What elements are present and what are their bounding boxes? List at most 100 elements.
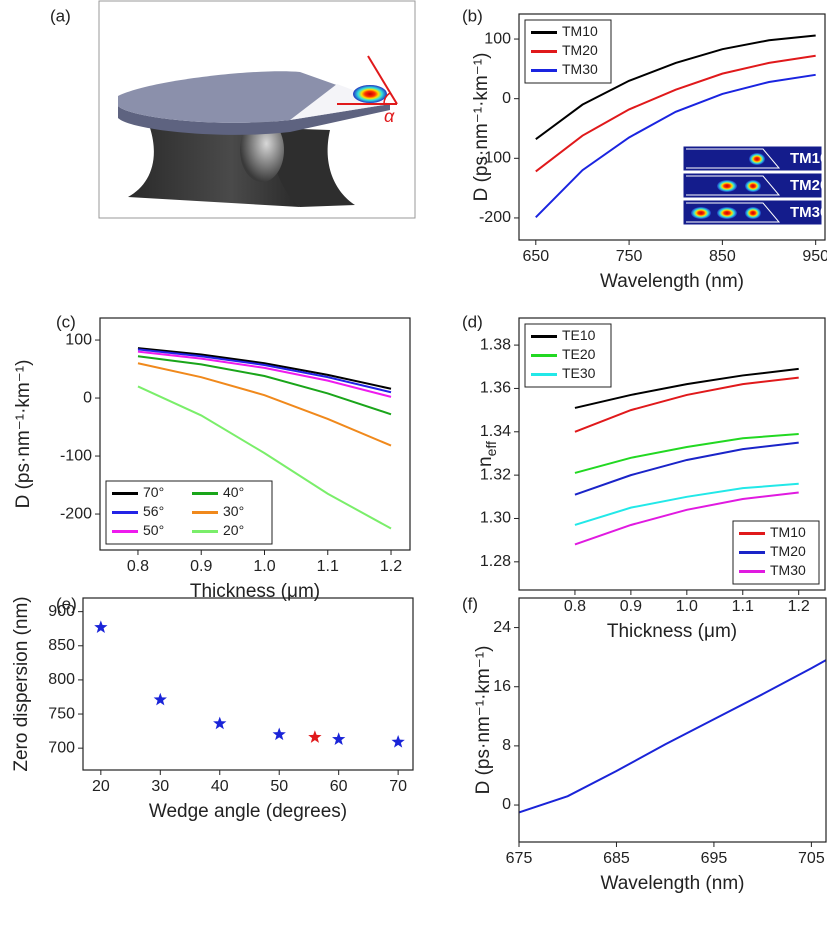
y-tick-label: 1.34 — [480, 423, 511, 440]
y-axis-label-text: D (ps·nm⁻¹·km⁻¹) — [471, 53, 492, 202]
legend-label: 50° — [143, 522, 164, 538]
line — [574, 367, 799, 409]
panel-label: (a) — [50, 6, 71, 25]
y-axis-label-subscript: eff — [483, 441, 499, 456]
point — [332, 732, 346, 745]
y-tick-label: 1.36 — [480, 380, 511, 397]
legend-label: 56° — [143, 503, 164, 519]
inset-label: TM20 — [790, 177, 827, 194]
legend-label: TE20 — [562, 346, 596, 362]
y-tick-label: -100 — [60, 447, 92, 464]
inset-label: TM10 — [790, 150, 827, 167]
plot-frame — [518, 317, 826, 591]
legend-label: TM10 — [770, 524, 806, 540]
inset-mode — [717, 207, 737, 219]
y-tick-label: -200 — [479, 209, 511, 226]
legend-label: 70° — [143, 484, 164, 500]
panel-label: (d) — [462, 312, 483, 331]
plot-area — [519, 659, 826, 814]
line — [574, 491, 799, 546]
plot-frame — [82, 597, 414, 771]
y-axis-label-text: Zero dispersion (nm) — [11, 596, 32, 771]
line — [574, 482, 799, 526]
y-tick-label: 1.38 — [480, 336, 511, 353]
angle-label: α — [384, 106, 395, 126]
x-tick-label: 0.9 — [190, 558, 212, 575]
plot-area — [137, 347, 392, 530]
disk-cross-section — [290, 84, 390, 120]
y-tick-label: 850 — [48, 637, 75, 654]
y-axis-label: Zero dispersion (nm) — [11, 596, 32, 771]
panel-label: (b) — [462, 6, 483, 25]
y-axis-label-text: D (ps·nm⁻¹·km⁻¹) — [473, 646, 494, 795]
x-tick-label: 675 — [506, 850, 533, 867]
inset-mode — [717, 180, 737, 192]
inset-waveguide — [686, 202, 781, 223]
angle-edge — [367, 55, 398, 105]
line — [137, 385, 392, 530]
line — [137, 350, 392, 398]
x-tick-label: 695 — [701, 850, 728, 867]
y-tick-label: -100 — [479, 150, 511, 167]
inset-mode — [745, 180, 761, 192]
legend-label: TM10 — [562, 23, 598, 39]
y-tick-label: 100 — [484, 30, 511, 47]
inset-waveguide — [686, 148, 781, 169]
x-axis-label: Thickness (μm) — [607, 621, 737, 642]
x-tick-label: 50 — [270, 778, 288, 795]
x-tick-label: 850 — [709, 248, 736, 265]
line — [574, 376, 799, 433]
y-tick-label: 800 — [48, 671, 75, 688]
panel-label: (c) — [56, 312, 76, 331]
x-axis-label: Wedge angle (degrees) — [149, 801, 347, 822]
x-tick-label: 40 — [211, 778, 229, 795]
x-tick-label: 60 — [330, 778, 348, 795]
point — [308, 730, 322, 743]
y-tick-label: 1.32 — [480, 466, 511, 483]
x-axis-label: Thickness (μm) — [190, 581, 320, 602]
panel-label: (f) — [462, 594, 478, 613]
line — [137, 362, 392, 447]
inset-mode — [691, 207, 711, 219]
legend-label: TE30 — [562, 365, 596, 381]
point — [391, 735, 405, 748]
x-tick-label: 1.1 — [732, 598, 754, 615]
legend-label: TM30 — [770, 562, 806, 578]
legend-label: 40° — [223, 484, 244, 500]
y-tick-label: 16 — [493, 678, 511, 695]
y-tick-label: 700 — [48, 739, 75, 756]
x-tick-label: 705 — [798, 850, 825, 867]
x-axis-label: Wavelength (nm) — [601, 873, 745, 894]
point — [213, 716, 227, 730]
x-axis-label: Wavelength (nm) — [600, 271, 744, 292]
y-tick-label: 100 — [65, 331, 92, 348]
x-tick-label: 0.8 — [564, 598, 586, 615]
plot-area — [574, 367, 799, 546]
illustration: (a) α — [50, 0, 416, 219]
x-tick-label: 1.2 — [788, 598, 810, 615]
inset-mode — [749, 153, 765, 165]
plot-frame — [99, 317, 411, 551]
x-tick-label: 70 — [389, 778, 407, 795]
plot-frame — [518, 13, 826, 241]
y-tick-label: -200 — [60, 505, 92, 522]
disk-edge — [118, 104, 390, 135]
x-tick-label: 0.8 — [127, 558, 149, 575]
angle-arc — [383, 92, 391, 105]
y-tick-label: 750 — [48, 705, 75, 722]
x-tick-label: 950 — [802, 248, 827, 265]
line — [574, 441, 799, 496]
x-tick-label: 30 — [151, 778, 169, 795]
y-tick-label: 900 — [48, 603, 75, 620]
x-tick-label: 1.0 — [253, 558, 275, 575]
y-tick-label: 0 — [83, 389, 92, 406]
y-tick-label: 1.30 — [480, 510, 511, 527]
inset-label: TM30 — [790, 204, 827, 221]
chart: (c) -200 -100 0 100 0.8 0.9 1.0 1.1 1.2 Thickness … — [13, 312, 411, 602]
y-tick-label: 8 — [502, 737, 511, 754]
chart: (d) 1.28 1.30 1.32 1.34 1.36 1.38 0.8 0.9 1.0 1.1 1… — [462, 312, 826, 642]
x-tick-label: 650 — [522, 248, 549, 265]
legend-label: TM30 — [562, 61, 598, 77]
y-axis-label-text: n — [475, 456, 496, 467]
